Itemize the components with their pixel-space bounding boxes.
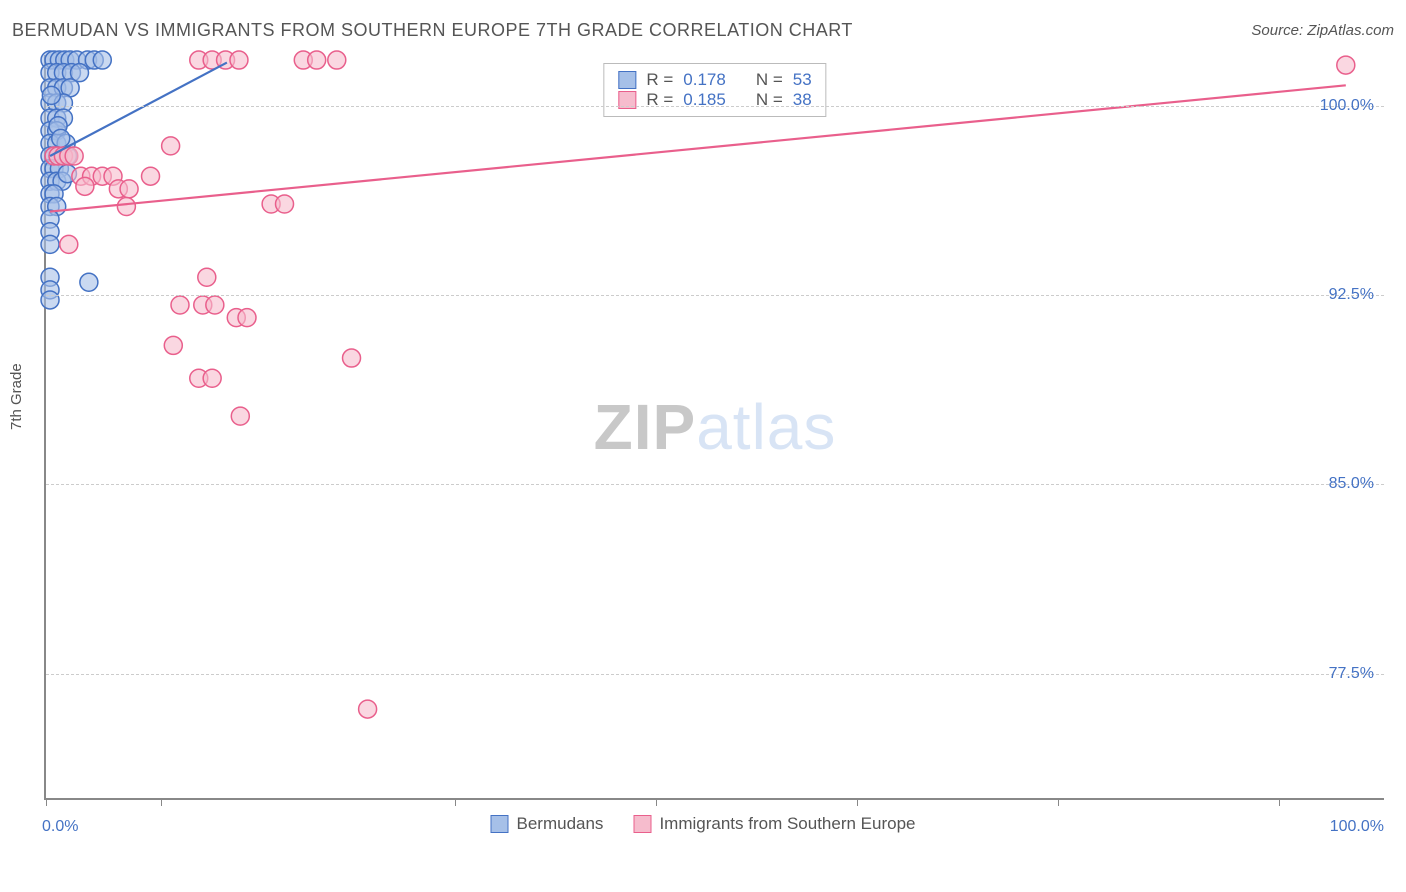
y-tick-label: 100.0% (1320, 97, 1374, 115)
data-point (328, 51, 346, 69)
data-point (164, 336, 182, 354)
data-point (42, 86, 60, 104)
gridline (46, 106, 1384, 107)
data-point (1337, 56, 1355, 74)
y-axis-label: 7th Grade (8, 363, 25, 430)
svg-layer (46, 55, 1384, 798)
data-point (203, 369, 221, 387)
x-tick (656, 798, 657, 806)
source-prefix: Source: (1251, 22, 1307, 39)
gridline (46, 295, 1384, 296)
data-point (359, 700, 377, 718)
r-prefix: R = (646, 70, 673, 90)
r-value: 0.185 (683, 90, 726, 110)
legend-item: Bermudans (491, 814, 604, 834)
data-point (80, 273, 98, 291)
data-point (142, 167, 160, 185)
x-tick (46, 798, 47, 806)
data-point (230, 51, 248, 69)
x-axis-min-label: 0.0% (42, 818, 78, 836)
gridline (46, 674, 1384, 675)
legend-series: Bermudans Immigrants from Southern Europe (491, 814, 916, 834)
data-point (231, 407, 249, 425)
data-point (65, 147, 83, 165)
data-point (60, 235, 78, 253)
y-tick-label: 92.5% (1329, 286, 1374, 304)
legend-swatch (618, 71, 636, 89)
legend-correlation-row: R = 0.185 N = 38 (618, 90, 811, 110)
legend-swatch (633, 815, 651, 833)
y-tick-label: 85.0% (1329, 475, 1374, 493)
data-point (206, 296, 224, 314)
source-name: ZipAtlas.com (1307, 22, 1394, 39)
n-prefix: N = (756, 90, 783, 110)
data-point (120, 180, 138, 198)
data-point (308, 51, 326, 69)
x-tick (455, 798, 456, 806)
data-point (198, 268, 216, 286)
legend-label: Immigrants from Southern Europe (659, 814, 915, 834)
data-point (162, 137, 180, 155)
x-tick (1058, 798, 1059, 806)
gridline (46, 484, 1384, 485)
x-tick (1279, 798, 1280, 806)
legend-correlation: R = 0.178 N = 53 R = 0.185 N = 38 (603, 63, 826, 117)
title-bar: BERMUDAN VS IMMIGRANTS FROM SOUTHERN EUR… (12, 20, 1394, 41)
plot-area: ZIPatlas R =0.178N =53R =0.185N =38 100.… (44, 55, 1384, 800)
legend-item: Immigrants from Southern Europe (633, 814, 915, 834)
data-point (117, 198, 135, 216)
legend-swatch (491, 815, 509, 833)
y-tick-label: 77.5% (1329, 665, 1374, 683)
legend-correlation-row: R = 0.178 N = 53 (618, 70, 811, 90)
data-point (343, 349, 361, 367)
r-prefix: R = (646, 90, 673, 110)
data-point (238, 309, 256, 327)
data-point (93, 51, 111, 69)
n-value: 38 (793, 90, 812, 110)
n-value: 53 (793, 70, 812, 90)
data-point (76, 177, 94, 195)
data-point (41, 291, 59, 309)
x-tick (857, 798, 858, 806)
data-point (276, 195, 294, 213)
data-point (171, 296, 189, 314)
data-point (52, 129, 70, 147)
x-tick (161, 798, 162, 806)
chart-title: BERMUDAN VS IMMIGRANTS FROM SOUTHERN EUR… (12, 20, 853, 41)
data-point (41, 235, 59, 253)
n-prefix: N = (756, 70, 783, 90)
source-attribution: Source: ZipAtlas.com (1251, 22, 1394, 39)
legend-label: Bermudans (517, 814, 604, 834)
r-value: 0.178 (683, 70, 726, 90)
x-axis-max-label: 100.0% (1330, 818, 1384, 836)
